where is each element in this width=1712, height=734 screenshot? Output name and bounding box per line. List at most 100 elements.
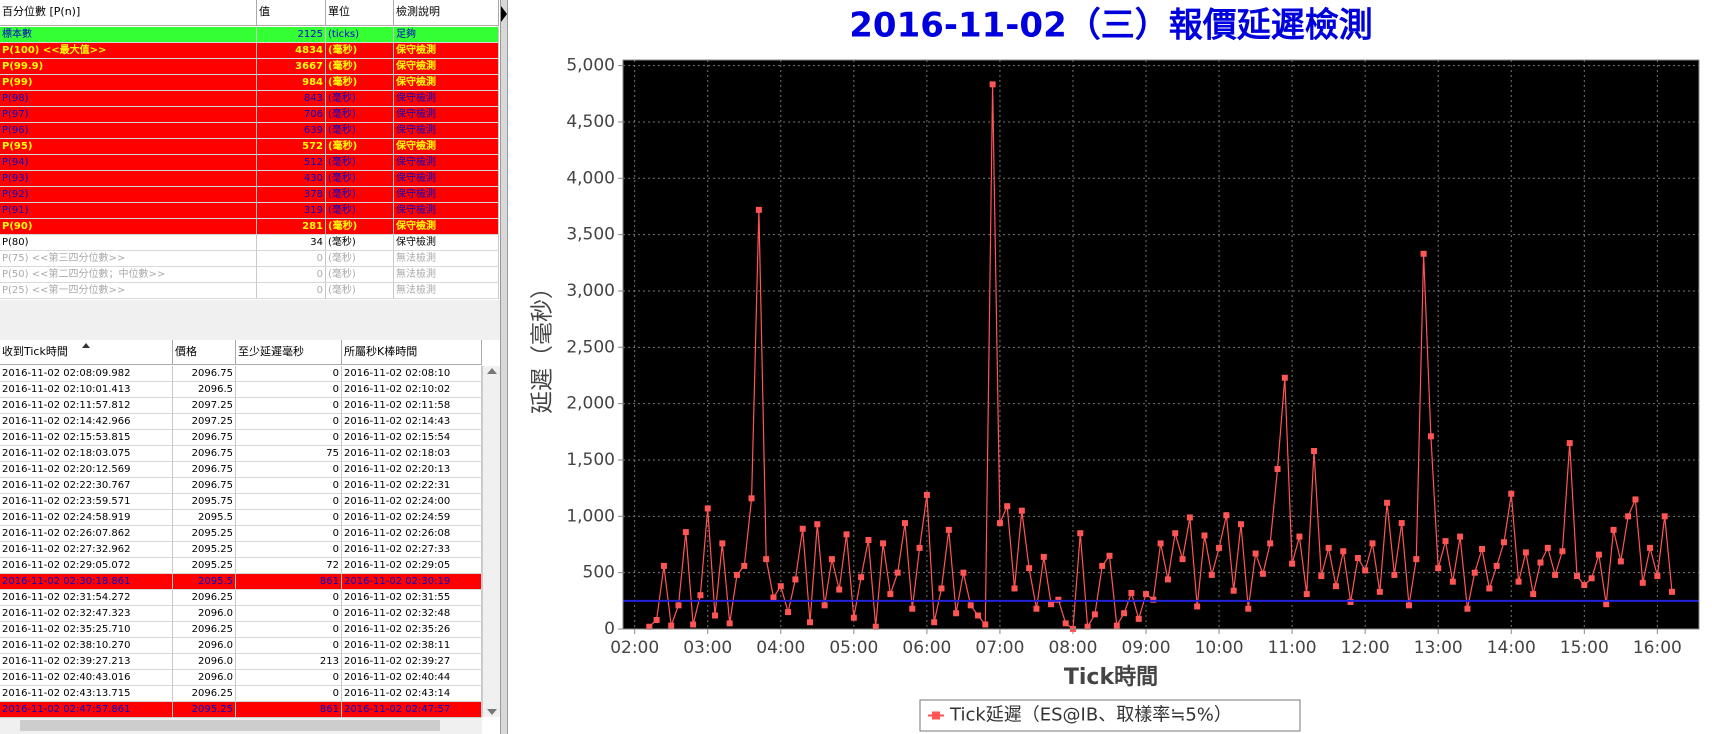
table-cell: 2016-11-02 02:32:47.323 (0, 606, 173, 622)
table-cell: 281 (257, 219, 326, 235)
data-point (923, 491, 930, 498)
chart-title: 2016-11-02（三）報價延遲檢測 (849, 6, 1372, 46)
scroll-up[interactable] (487, 368, 497, 374)
table-cell: 2096.75 (173, 446, 236, 462)
table-cell: 2016-11-02 02:08:10 (342, 366, 482, 382)
table-cell: 319 (257, 203, 326, 219)
table-cell: 2016-11-02 02:31:54.272 (0, 590, 173, 606)
table-cell: P(99) (0, 75, 257, 91)
data-point (1332, 583, 1339, 590)
data-point (836, 586, 843, 593)
splitter[interactable] (500, 0, 508, 734)
data-point (1522, 549, 1529, 556)
column-header: 價格 (173, 340, 236, 365)
data-point (1435, 565, 1442, 572)
data-point (1033, 605, 1040, 612)
data-point (712, 612, 719, 619)
data-point (675, 602, 682, 609)
data-point (1508, 490, 1515, 497)
data-point (1113, 622, 1120, 629)
data-point (1252, 550, 1259, 557)
data-point (660, 562, 667, 569)
table-cell: 0 (236, 590, 342, 606)
table-cell: 保守檢測 (394, 43, 499, 59)
table-cell: (毫秒) (326, 267, 394, 283)
table-cell: 保守檢測 (394, 155, 499, 171)
table-cell: 2016-11-02 02:32:48 (342, 606, 482, 622)
table-cell: (毫秒) (326, 123, 394, 139)
table-cell: 0 (236, 526, 342, 542)
data-point (1289, 560, 1296, 567)
table-cell: 72 (236, 558, 342, 574)
data-point (792, 576, 799, 583)
data-point (704, 505, 711, 512)
x-tick-label: 04:00 (756, 638, 805, 658)
table-cell: 2016-11-02 02:26:07.862 (0, 526, 173, 542)
left-panel: 百分位數 [P(n)] 值單位 檢測說明 標本數 2125 (ticks) 足夠 P(100)… (0, 0, 500, 734)
table-cell: 2016-11-02 02:08:09.982 (0, 366, 173, 382)
data-point (1625, 513, 1632, 520)
table-cell: 2096.0 (173, 654, 236, 670)
table-cell: 2016-11-02 02:23:59.571 (0, 494, 173, 510)
vertical-scrollbar[interactable] (482, 366, 500, 717)
table-cell: 2096.75 (173, 430, 236, 446)
data-point (1099, 562, 1106, 569)
splitter-arrow[interactable] (501, 4, 507, 24)
legend-marker (932, 711, 940, 720)
table-cell: P(95) (0, 139, 257, 155)
table-cell: 2016-11-02 02:31:55 (342, 590, 482, 606)
data-point (814, 521, 821, 528)
percentile-table: 百分位數 [P(n)] 值單位 檢測說明 標本數 2125 (ticks) 足夠 P(100)… (0, 0, 500, 300)
data-point (1639, 579, 1646, 586)
table-cell: (毫秒) (326, 91, 394, 107)
x-tick-label: 06:00 (902, 638, 951, 658)
data-point (1186, 514, 1193, 521)
table-cell: 2016-11-02 02:38:10.270 (0, 638, 173, 654)
table-cell: (毫秒) (326, 219, 394, 235)
data-point (1340, 548, 1347, 555)
table-cell: 2016-11-02 02:14:42.966 (0, 414, 173, 430)
data-point (690, 621, 697, 628)
table-cell: 706 (257, 107, 326, 123)
data-point (843, 531, 850, 538)
table-cell: 0 (236, 494, 342, 510)
table-cell: 0 (236, 430, 342, 446)
table-cell: (毫秒) (326, 75, 394, 91)
table-cell: (毫秒) (326, 171, 394, 187)
table-cell: 0 (236, 622, 342, 638)
table-cell: 0 (236, 686, 342, 702)
table-cell: 保守檢測 (394, 219, 499, 235)
data-point (1574, 573, 1581, 580)
data-point (931, 619, 938, 626)
data-point (960, 569, 967, 576)
horizontal-scrollbar[interactable] (0, 717, 482, 734)
data-point (1384, 499, 1391, 506)
data-point (1405, 602, 1412, 609)
table-cell: 2097.25 (173, 398, 236, 414)
table-cell: P(91) (0, 203, 257, 219)
data-point (880, 540, 887, 547)
table-cell: 0 (236, 414, 342, 430)
table-cell: 2016-11-02 02:20:13 (342, 462, 482, 478)
table-cell: (毫秒) (326, 139, 394, 155)
data-point (653, 616, 660, 623)
data-point (1471, 569, 1478, 576)
data-point (1267, 540, 1274, 547)
x-tick-label: 08:00 (1048, 638, 1097, 658)
table-cell: P(94) (0, 155, 257, 171)
table-cell: 2016-11-02 02:26:08 (342, 526, 482, 542)
table-cell: 3667 (257, 59, 326, 75)
table-cell: 2016-11-02 02:11:57.812 (0, 398, 173, 414)
table-cell: 2016-11-02 02:20:12.569 (0, 462, 173, 478)
data-point (1311, 447, 1318, 454)
scroll-down[interactable] (487, 709, 497, 715)
table-cell: 2016-11-02 02:18:03.075 (0, 446, 173, 462)
table-cell: 保守檢測 (394, 187, 499, 203)
table-cell: P(75) <<第三四分位數>> (0, 251, 257, 267)
scroll-thumb[interactable] (20, 720, 440, 731)
sort-arrow[interactable] (82, 343, 90, 348)
data-point (741, 562, 748, 569)
x-tick-label: 14:00 (1487, 638, 1536, 658)
data-point (1157, 540, 1164, 547)
